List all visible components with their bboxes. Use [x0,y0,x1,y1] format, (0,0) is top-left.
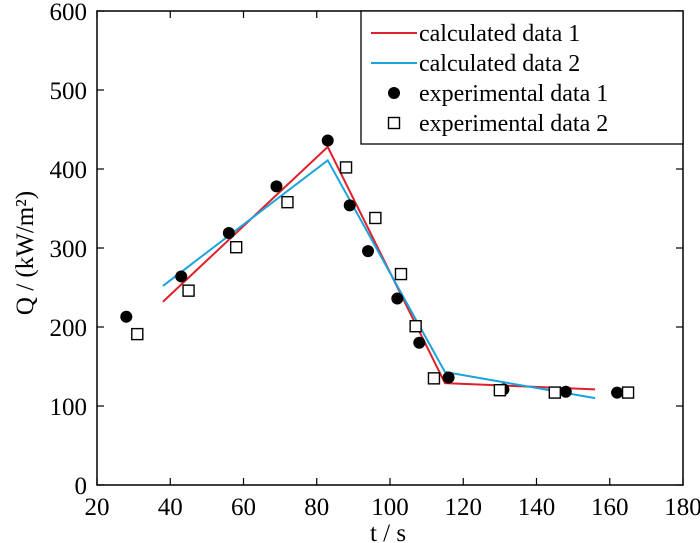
x-tick-label: 80 [304,494,329,521]
data-point-circle [343,199,356,212]
data-point-circle [120,310,133,323]
legend-label: experimental data 1 [419,81,608,107]
y-tick-label: 100 [50,394,88,421]
data-point-square [229,241,243,254]
data-point-square [621,386,635,399]
data-point-circle [321,134,334,147]
x-tick-label: 60 [231,494,256,521]
y-tick-label: 400 [50,157,88,184]
legend-label: calculated data 2 [419,51,580,77]
x-tick-label: 120 [445,494,483,521]
data-point-circle [391,292,404,305]
x-axis-label: t / s [370,520,406,543]
y-tick-label: 500 [50,78,88,105]
y-tick-label: 200 [50,315,88,342]
series-line-1 [162,145,596,391]
data-point-square [339,161,353,174]
data-point-circle [270,180,283,193]
legend-label: experimental data 2 [419,111,608,137]
y-tick-label: 600 [50,0,88,26]
x-tick-label: 20 [85,494,110,521]
data-point-square [394,267,408,281]
x-tick-label: 160 [591,494,629,521]
x-tick-label: 140 [518,494,556,521]
legend-swatch-circle [388,87,400,99]
legend-swatch-square [387,116,401,130]
data-point-circle [559,385,572,398]
data-point-circle [611,386,624,399]
data-point-square [409,320,422,333]
x-tick-label: 40 [158,494,183,521]
data-point-square [369,211,382,225]
data-point-square [427,372,441,385]
x-tick-label: 100 [371,494,409,521]
data-point-circle [442,371,455,384]
data-point-square [548,386,562,399]
y-tick-label: 300 [50,236,88,263]
legend-label: calculated data 1 [419,21,580,47]
series-line-2 [162,158,596,400]
data-point-circle [175,270,188,283]
data-point-square [493,384,507,397]
data-point-square [182,284,195,297]
data-point-square [281,195,294,209]
y-axis-label: Q / (kW/m²) [12,191,39,315]
data-point-circle [222,226,235,239]
y-tick-label: 0 [75,473,88,500]
data-point-circle [413,336,426,349]
data-point-square [131,327,144,341]
data-point-circle [362,245,375,258]
x-tick-label: 180 [664,494,700,521]
legend-box [360,10,684,145]
